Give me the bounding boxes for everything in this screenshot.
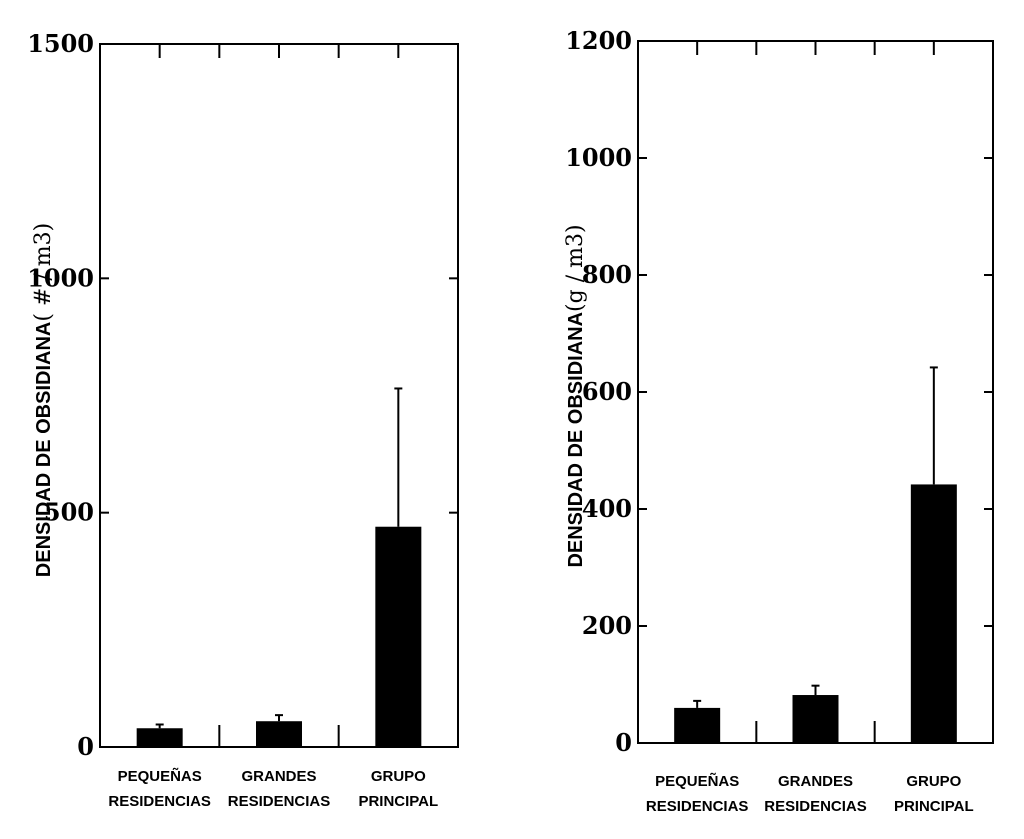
y-tick-label: 1000: [565, 143, 632, 172]
category-label: PRINCIPAL: [894, 798, 974, 815]
category-label: RESIDENCIAS: [646, 798, 749, 815]
y-tick-label: 0: [77, 732, 94, 761]
category-label: RESIDENCIAS: [108, 793, 211, 810]
category-label: GRANDES: [241, 768, 316, 785]
bar: [256, 721, 302, 747]
category-label: PEQUEÑAS: [655, 772, 739, 790]
category-label: GRUPO: [906, 773, 961, 790]
y-tick-label: 1200: [565, 26, 632, 55]
y-axis-label-unit: ( # / m3): [31, 223, 56, 322]
bar: [910, 484, 957, 743]
bar: [674, 707, 721, 743]
category-label: RESIDENCIAS: [228, 793, 331, 810]
y-tick-label: 400: [582, 494, 632, 523]
bar: [136, 728, 183, 747]
chart-1: 0 500 1000 1500 PEQUEÑAS RESIDENCIAS GRANDES RE…: [27, 29, 459, 810]
y-tick-label: 800: [582, 260, 632, 289]
bar: [375, 526, 422, 747]
y-axis-label-unit: (g / m3): [563, 224, 588, 312]
category-label: PEQUEÑAS: [118, 767, 202, 785]
y-tick-label: 1500: [27, 29, 94, 58]
y-tick-label: 200: [582, 611, 632, 640]
category-label: PRINCIPAL: [358, 793, 438, 810]
category-label: GRUPO: [371, 768, 426, 785]
y-axis-label: DENSIDAD DE OBSIDIANA( # / m3): [31, 223, 56, 577]
y-tick-label: 600: [582, 377, 632, 406]
y-axis-label: DENSIDAD DE OBSIDIANA(g / m3): [563, 224, 588, 567]
y-axis-label-text: DENSIDAD DE OBSIDIANA: [565, 312, 587, 568]
chart-2: 0 200 400 600 800 1000 1200 PEQUEÑAS RESIDENCIAS…: [563, 26, 994, 815]
y-tick-label: 0: [615, 728, 632, 757]
y-tick-label: 1000: [27, 263, 94, 292]
category-label: RESIDENCIAS: [764, 798, 867, 815]
y-axis-label-text: DENSIDAD DE OBSIDIANA: [33, 322, 55, 578]
bar: [792, 695, 839, 743]
category-label: GRANDES: [778, 773, 853, 790]
y-tick-label: 500: [44, 498, 94, 527]
